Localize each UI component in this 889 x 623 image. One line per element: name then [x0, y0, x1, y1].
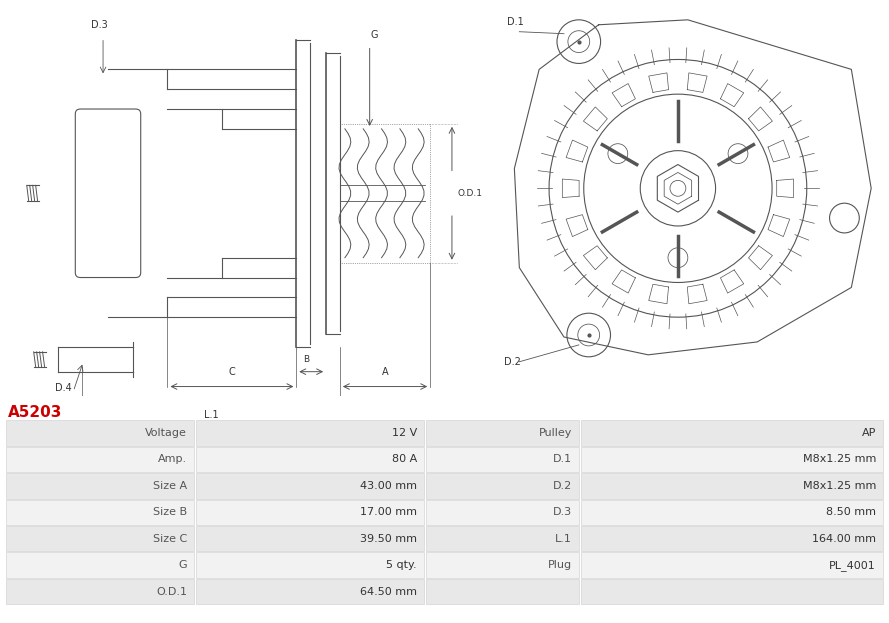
Bar [196, 579, 424, 604]
Text: G: G [179, 560, 187, 570]
Bar [6, 421, 194, 445]
Bar [581, 553, 883, 578]
Bar [6, 526, 194, 551]
Bar [426, 553, 579, 578]
Bar [196, 421, 424, 445]
Text: A5203: A5203 [8, 404, 62, 419]
Text: D.2: D.2 [504, 357, 521, 367]
Bar [6, 500, 194, 525]
Bar [426, 473, 579, 498]
Text: D.3: D.3 [92, 20, 108, 30]
Bar [196, 500, 424, 525]
Text: 80 A: 80 A [392, 454, 417, 464]
Text: Plug: Plug [548, 560, 572, 570]
Text: C: C [228, 367, 236, 377]
Bar [196, 553, 424, 578]
Bar [426, 421, 579, 445]
Bar [6, 447, 194, 472]
Bar [426, 500, 579, 525]
Text: PL_4001: PL_4001 [829, 559, 876, 571]
Text: L.1: L.1 [555, 534, 572, 544]
Bar [426, 447, 579, 472]
Bar [6, 553, 194, 578]
Text: B: B [303, 354, 309, 364]
Text: G: G [371, 30, 379, 40]
Bar [196, 526, 424, 551]
Text: 39.50 mm: 39.50 mm [360, 534, 417, 544]
Bar [6, 473, 194, 498]
Text: Voltage: Voltage [145, 428, 187, 438]
Text: 8.50 mm: 8.50 mm [826, 507, 876, 517]
Text: D.1: D.1 [508, 17, 525, 27]
Text: D.4: D.4 [55, 384, 72, 394]
Bar [196, 447, 424, 472]
Bar [581, 473, 883, 498]
Text: 43.00 mm: 43.00 mm [360, 481, 417, 491]
Text: AP: AP [861, 428, 876, 438]
Text: D.1: D.1 [553, 454, 572, 464]
Text: Size C: Size C [153, 534, 187, 544]
Text: 12 V: 12 V [392, 428, 417, 438]
Bar [426, 526, 579, 551]
Text: M8x1.25 mm: M8x1.25 mm [803, 481, 876, 491]
Text: M8x1.25 mm: M8x1.25 mm [803, 454, 876, 464]
Text: A: A [381, 367, 388, 377]
Text: 17.00 mm: 17.00 mm [360, 507, 417, 517]
Text: 64.50 mm: 64.50 mm [360, 586, 417, 596]
Text: O.D.1: O.D.1 [156, 586, 187, 596]
Bar [581, 579, 883, 604]
Text: Pulley: Pulley [539, 428, 572, 438]
Text: Amp.: Amp. [158, 454, 187, 464]
Text: O.D.1: O.D.1 [458, 189, 483, 197]
Bar [6, 579, 194, 604]
Text: Size A: Size A [153, 481, 187, 491]
Text: D.2: D.2 [553, 481, 572, 491]
Text: L.1: L.1 [204, 411, 219, 421]
Text: D.3: D.3 [553, 507, 572, 517]
Bar [581, 447, 883, 472]
Text: Size B: Size B [153, 507, 187, 517]
Bar [581, 526, 883, 551]
Bar [196, 473, 424, 498]
Text: 164.00 mm: 164.00 mm [812, 534, 876, 544]
Bar [581, 500, 883, 525]
Bar [426, 579, 579, 604]
Bar [581, 421, 883, 445]
Text: 5 qty.: 5 qty. [387, 560, 417, 570]
